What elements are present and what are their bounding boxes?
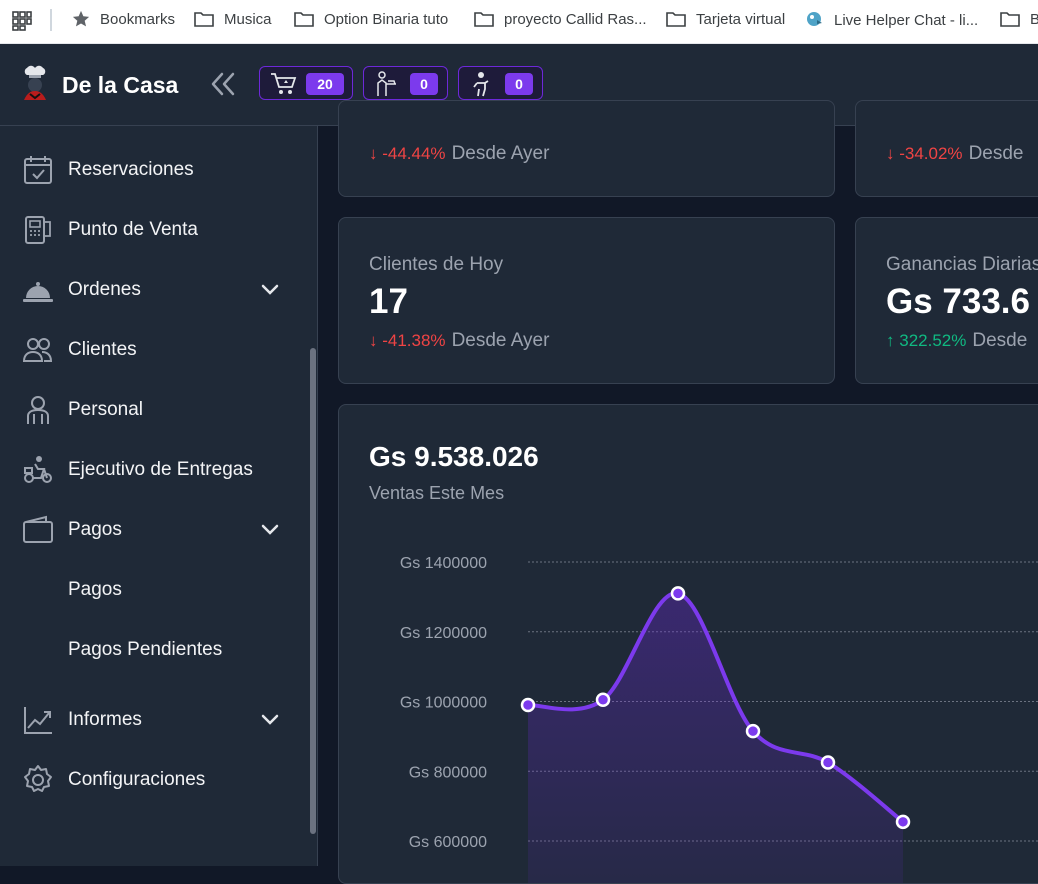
arrow-down-icon: ↓	[369, 331, 378, 350]
scooter-icon	[22, 454, 54, 490]
cart-icon	[270, 71, 298, 101]
y-tick-label: Gs 1200000	[400, 625, 487, 642]
chevron-down-icon[interactable]	[260, 522, 280, 541]
folder-icon	[1000, 12, 1020, 27]
y-tick-label: Gs 600000	[409, 834, 487, 851]
stat-title: Ganancias Diarias	[886, 254, 1038, 275]
stat-delta: ↑ 322.52% Desde	[886, 330, 1028, 351]
brand-name[interactable]: De la Casa	[62, 72, 179, 98]
bookmark-tarjeta-virtual[interactable]: Tarjeta virtual	[666, 10, 785, 28]
apps-grid-icon[interactable]	[12, 11, 32, 35]
sidebar-item-punto-de-venta[interactable]: Punto de Venta	[0, 200, 300, 260]
cart-orders-button[interactable]: 20	[259, 66, 353, 100]
stat-delta: ↓ -44.44% Desde Ayer	[369, 143, 550, 164]
cloche-icon	[22, 274, 54, 310]
sales-area-chart: Gs 1400000 Gs 1200000 Gs 1000000 Gs 800000 G…	[400, 555, 1038, 883]
chevron-down-icon[interactable]	[260, 282, 280, 301]
bookmark-b[interactable]: B	[1000, 10, 1038, 28]
gear-icon	[22, 764, 54, 800]
waiter-orders-button[interactable]: 0	[363, 66, 448, 100]
data-point[interactable]	[895, 814, 911, 830]
collapse-sidebar-icon[interactable]	[210, 71, 236, 101]
stat-card-clientes-hoy: Clientes de Hoy 17 ↓ -41.38% Desde Ayer	[338, 217, 835, 384]
stat-card-ganancias-diarias: Ganancias Diarias Gs 733.6 ↑ 322.52% Desd…	[855, 217, 1038, 384]
delivery-orders-button[interactable]: 0	[458, 66, 543, 100]
sidebar-item-clientes[interactable]: Clientes	[0, 320, 300, 380]
wallet-icon	[22, 514, 54, 550]
stat-card-top-left: ↓ -44.44% Desde Ayer	[338, 100, 835, 197]
sidebar-scrollbar[interactable]	[310, 348, 316, 834]
cart-count-badge: 20	[306, 73, 344, 95]
sales-subtitle: Ventas Este Mes	[369, 483, 505, 503]
chef-logo-icon	[18, 64, 52, 108]
bookmarks-bar: Bookmarks Musica Option Binaria tuto pro…	[0, 0, 1038, 44]
bookmark-musica[interactable]: Musica	[194, 10, 272, 28]
chart-line-icon	[22, 704, 54, 740]
stat-value: Gs 733.6	[886, 282, 1030, 321]
staff-icon	[22, 394, 54, 430]
sidebar-item-ejecutivo-de-entregas[interactable]: Ejecutivo de Entregas	[0, 440, 300, 500]
sidebar-subitem-pagos[interactable]: Pagos	[68, 579, 122, 600]
data-point[interactable]	[520, 697, 536, 713]
waiter-icon	[374, 71, 400, 101]
folder-icon	[666, 12, 686, 27]
y-tick-label: Gs 800000	[409, 764, 487, 781]
calendar-check-icon	[22, 154, 54, 190]
sidebar-item-reservaciones[interactable]: Reservaciones	[0, 140, 300, 200]
waiter-count-badge: 0	[410, 73, 438, 95]
star-icon	[72, 10, 90, 27]
stat-delta: ↓ -41.38% Desde Ayer	[369, 330, 550, 351]
stat-card-top-right: ↓ -34.02% Desde	[855, 100, 1038, 197]
parrot-icon	[807, 12, 822, 26]
sidebar-item-configuraciones[interactable]: Configuraciones	[0, 750, 300, 810]
data-point[interactable]	[670, 586, 686, 601]
delivery-count-badge: 0	[505, 73, 533, 95]
y-tick-label: Gs 1000000	[400, 695, 487, 712]
bookmark-bookmarks[interactable]: Bookmarks	[72, 10, 175, 28]
data-point[interactable]	[595, 692, 611, 708]
sales-area-fill	[528, 593, 903, 883]
arrow-down-icon: ↓	[369, 144, 378, 163]
sidebar: Reservaciones Punto de Venta Ordenes Cli…	[0, 126, 318, 866]
delivery-person-icon	[469, 71, 495, 101]
stat-title: Clientes de Hoy	[369, 254, 504, 275]
folder-icon	[194, 12, 214, 27]
folder-icon	[474, 12, 494, 27]
arrow-up-icon: ↑	[886, 331, 895, 350]
sidebar-item-personal[interactable]: Personal	[0, 380, 300, 440]
sales-total: Gs 9.538.026	[369, 441, 539, 472]
arrow-down-icon: ↓	[886, 144, 895, 163]
sidebar-subitem-pagos-pendientes[interactable]: Pagos Pendientes	[68, 639, 223, 660]
data-point[interactable]	[745, 723, 761, 739]
users-icon	[22, 334, 54, 370]
y-tick-label: Gs 1400000	[400, 555, 487, 572]
chevron-down-icon[interactable]	[260, 712, 280, 731]
bookmark-live-helper-chat[interactable]: Live Helper Chat - li...	[804, 10, 978, 30]
data-point[interactable]	[820, 755, 836, 770]
bookmark-proyecto-callid[interactable]: proyecto Callid Ras...	[474, 10, 647, 28]
sales-chart-card: Gs 9.538.026 Ventas Este Mes Gs 1400000 G…	[338, 404, 1038, 884]
folder-icon	[294, 12, 314, 27]
stat-value: 17	[369, 282, 408, 321]
sidebar-item-pagos[interactable]: Pagos	[0, 500, 300, 560]
bookmark-option-binaria[interactable]: Option Binaria tuto	[294, 10, 448, 28]
sidebar-item-ordenes[interactable]: Ordenes	[0, 260, 300, 320]
bookmarks-divider	[50, 9, 52, 31]
pos-terminal-icon	[22, 214, 54, 250]
sidebar-item-informes[interactable]: Informes	[0, 690, 300, 750]
stat-delta: ↓ -34.02% Desde	[886, 143, 1024, 164]
